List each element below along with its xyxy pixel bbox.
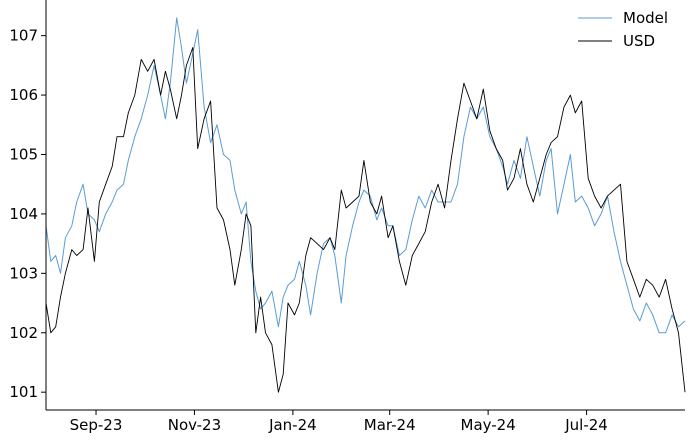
x-tick-label: Jul-24 bbox=[564, 416, 608, 434]
series-layer bbox=[45, 17, 686, 393]
y-tick-label: 104 bbox=[9, 205, 38, 223]
x-tick-label: Sep-23 bbox=[70, 416, 123, 434]
legend: Model USD bbox=[578, 9, 668, 50]
series-line-model bbox=[45, 17, 686, 334]
legend-label: Model bbox=[623, 9, 668, 27]
x-axis-ticks: Sep-23 Nov-23 Jan-24 Mar-24 May-24 Jul-24 bbox=[70, 410, 608, 434]
y-tick-label: 102 bbox=[9, 324, 38, 342]
legend-label: USD bbox=[623, 32, 655, 50]
x-tick-label: May-24 bbox=[461, 416, 516, 434]
y-axis-ticks: 101 102 103 104 105 106 107 bbox=[9, 27, 46, 401]
x-tick-label: Jan-24 bbox=[268, 416, 317, 434]
y-tick-label: 106 bbox=[9, 86, 38, 104]
series-line-usd bbox=[45, 47, 686, 393]
x-tick-label: Nov-23 bbox=[168, 416, 221, 434]
x-tick-label: Mar-24 bbox=[364, 416, 416, 434]
y-tick-label: 105 bbox=[9, 145, 38, 163]
y-tick-label: 107 bbox=[9, 27, 38, 45]
y-tick-label: 101 bbox=[9, 383, 38, 401]
y-tick-label: 103 bbox=[9, 264, 38, 282]
